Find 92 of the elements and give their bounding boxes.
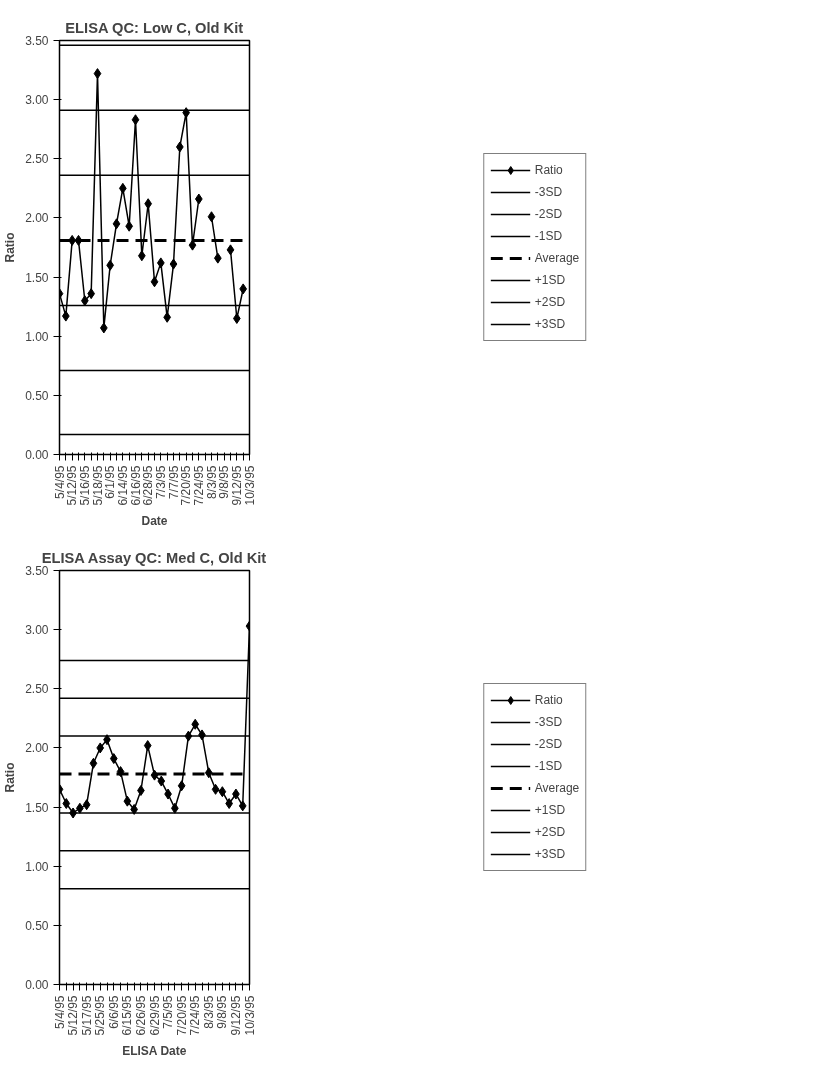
legend-label: -2SD xyxy=(534,737,563,751)
legend-label: +2SD xyxy=(534,825,566,839)
y-tick-label: 3.50 xyxy=(25,34,49,48)
point xyxy=(150,276,159,288)
x-tick-label: 8/3/95 xyxy=(201,995,216,1029)
y-tick-label: 3.00 xyxy=(25,93,49,108)
y-tick-label: 0.00 xyxy=(25,448,49,462)
x-tick-label: 5/4/95 xyxy=(52,995,67,1029)
y-axis-title: Ratio xyxy=(3,232,18,263)
x-tick-label: 10/3/95 xyxy=(242,995,257,1036)
y-tick-label: 2.00 xyxy=(25,741,49,756)
point xyxy=(131,114,140,126)
point xyxy=(204,767,213,779)
y-tick-label: 2.50 xyxy=(25,682,49,697)
x-tick-label: 7/20/95 xyxy=(174,995,189,1036)
x-tick-label: 7/20/95 xyxy=(179,465,194,506)
x-tick-label: 9/8/95 xyxy=(217,465,232,499)
legend-label: -3SD xyxy=(534,715,563,729)
point xyxy=(82,799,91,811)
x-axis-title: ELISA Date xyxy=(122,1043,187,1058)
legend-label: +3SD xyxy=(534,847,566,861)
x-tick-label: 7/3/95 xyxy=(153,465,168,499)
x-tick-label: 7/5/95 xyxy=(161,995,176,1029)
point xyxy=(191,718,200,730)
y-axis-title: Ratio xyxy=(3,762,18,793)
x-tick-label: 7/7/95 xyxy=(166,465,181,499)
legend-label: -2SD xyxy=(534,207,563,221)
x-axis-title: Date xyxy=(141,513,168,528)
legend-label: Ratio xyxy=(534,693,563,707)
x-tick-label: 5/12/95 xyxy=(65,465,80,506)
legend-label: +1SD xyxy=(534,803,566,817)
x-tick-label: 9/12/95 xyxy=(229,465,244,506)
x-tick-label: 6/6/95 xyxy=(106,995,121,1029)
y-tick-label: 2.00 xyxy=(25,211,49,226)
x-tick-label: 9/8/95 xyxy=(215,995,230,1029)
x-tick-label: 6/28/95 xyxy=(141,465,156,506)
legend-label: -1SD xyxy=(534,759,563,773)
x-tick-label: 5/17/95 xyxy=(79,995,94,1036)
point xyxy=(93,68,102,80)
legend-label: +2SD xyxy=(534,295,566,309)
point xyxy=(89,757,98,769)
y-tick-label: 3.50 xyxy=(25,564,49,578)
x-tick-label: 10/3/95 xyxy=(242,465,257,506)
point xyxy=(177,780,186,792)
y-tick-label: 0.00 xyxy=(25,978,49,992)
point xyxy=(96,742,105,754)
chart-title: ELISA QC: Low C, Old Kit xyxy=(65,19,244,36)
legend-label: -3SD xyxy=(534,185,563,199)
x-tick-label: 5/18/95 xyxy=(90,465,105,506)
y-tick-label: 1.50 xyxy=(25,800,49,815)
x-tick-label: 6/26/95 xyxy=(133,995,148,1036)
point xyxy=(207,211,216,223)
point xyxy=(62,798,71,810)
point xyxy=(218,786,227,798)
y-tick-label: 1.50 xyxy=(25,270,49,285)
x-tick-label: 5/12/95 xyxy=(66,995,81,1036)
y-tick-label: 3.00 xyxy=(25,623,49,638)
point xyxy=(188,239,197,251)
x-tick-label: 6/16/95 xyxy=(128,465,143,506)
x-tick-label: 5/4/95 xyxy=(52,465,67,499)
point xyxy=(157,775,166,787)
legend-label: +1SD xyxy=(534,273,566,287)
legend-label: +3SD xyxy=(534,317,566,331)
point xyxy=(112,218,121,230)
x-tick-label: 6/1/95 xyxy=(103,465,118,499)
y-tick-label: 1.00 xyxy=(25,859,49,874)
point xyxy=(123,795,132,807)
y-tick-label: 1.00 xyxy=(25,329,49,344)
y-tick-label: 2.50 xyxy=(25,152,49,167)
x-tick-label: 5/16/95 xyxy=(77,465,92,506)
x-tick-label: 8/3/95 xyxy=(204,465,219,499)
x-tick-label: 5/25/95 xyxy=(93,995,108,1036)
x-tick-label: 7/24/95 xyxy=(188,995,203,1036)
point xyxy=(150,769,159,781)
y-tick-label: 0.50 xyxy=(25,918,49,933)
point xyxy=(169,258,178,270)
x-tick-label: 6/14/95 xyxy=(115,465,130,506)
x-tick-label: 7/24/95 xyxy=(191,465,206,506)
legend-label: Ratio xyxy=(534,163,563,177)
y-tick-label: 0.50 xyxy=(25,388,49,403)
legend-label: Average xyxy=(534,251,580,265)
point xyxy=(238,800,247,812)
legend-label: -1SD xyxy=(534,229,563,243)
x-tick-label: 6/29/95 xyxy=(147,995,162,1036)
x-tick-label: 9/12/95 xyxy=(228,995,243,1036)
point xyxy=(143,740,152,752)
point xyxy=(109,753,118,765)
point xyxy=(226,244,235,256)
chart-title: ELISA Assay QC: Med C, Old Kit xyxy=(41,549,267,566)
x-tick-label: 6/15/95 xyxy=(120,995,135,1036)
legend-label: Average xyxy=(534,781,580,795)
point xyxy=(211,783,220,795)
